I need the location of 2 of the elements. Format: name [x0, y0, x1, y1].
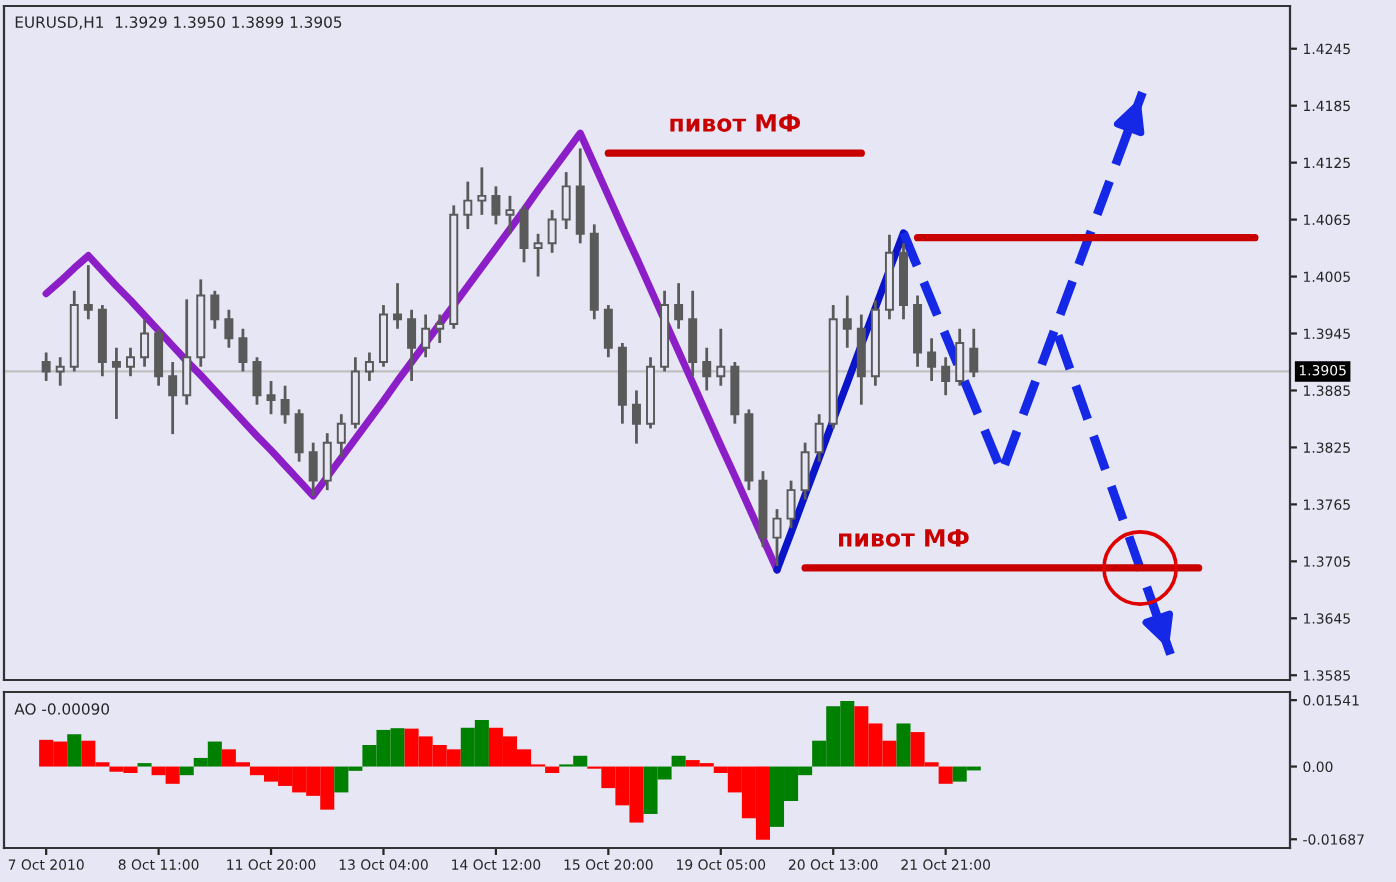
- annotation: пивот МФ: [670, 114, 801, 132]
- annotation: пивот МФ: [839, 529, 969, 547]
